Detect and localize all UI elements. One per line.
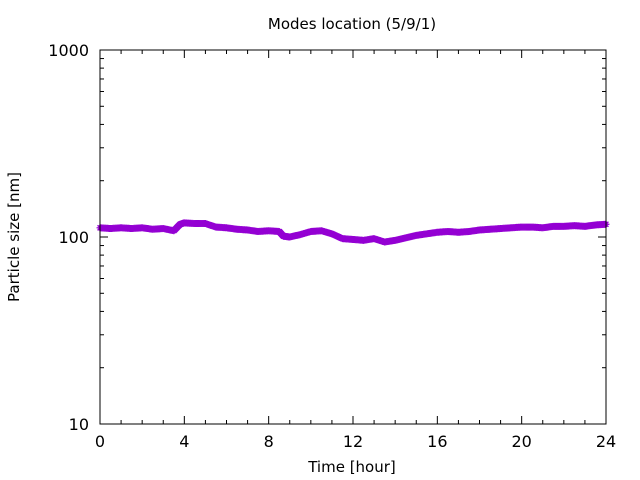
y-tick-label: 100 (58, 228, 89, 247)
data-series (96, 219, 610, 246)
x-tick-label: 0 (95, 432, 105, 451)
x-tick-label: 4 (179, 432, 189, 451)
y-tick-label: 10 (69, 415, 89, 434)
plot-border (99, 49, 607, 425)
series-markers (96, 219, 610, 246)
y-tick-label: 1000 (48, 41, 89, 60)
x-axis-label: Time [hour] (307, 458, 396, 476)
axis-tick-labels: 0 4 8 12 16 20 24 10 100 1000 (48, 41, 616, 451)
x-tick-label: 20 (511, 432, 531, 451)
chart-title: Modes location (5/9/1) (268, 15, 436, 33)
x-tick-label: 16 (427, 432, 447, 451)
x-tick-label: 12 (343, 432, 363, 451)
x-tick-label: 8 (264, 432, 274, 451)
y-axis-label: Particle size [nm] (5, 172, 23, 302)
x-tick-label: 24 (596, 432, 616, 451)
